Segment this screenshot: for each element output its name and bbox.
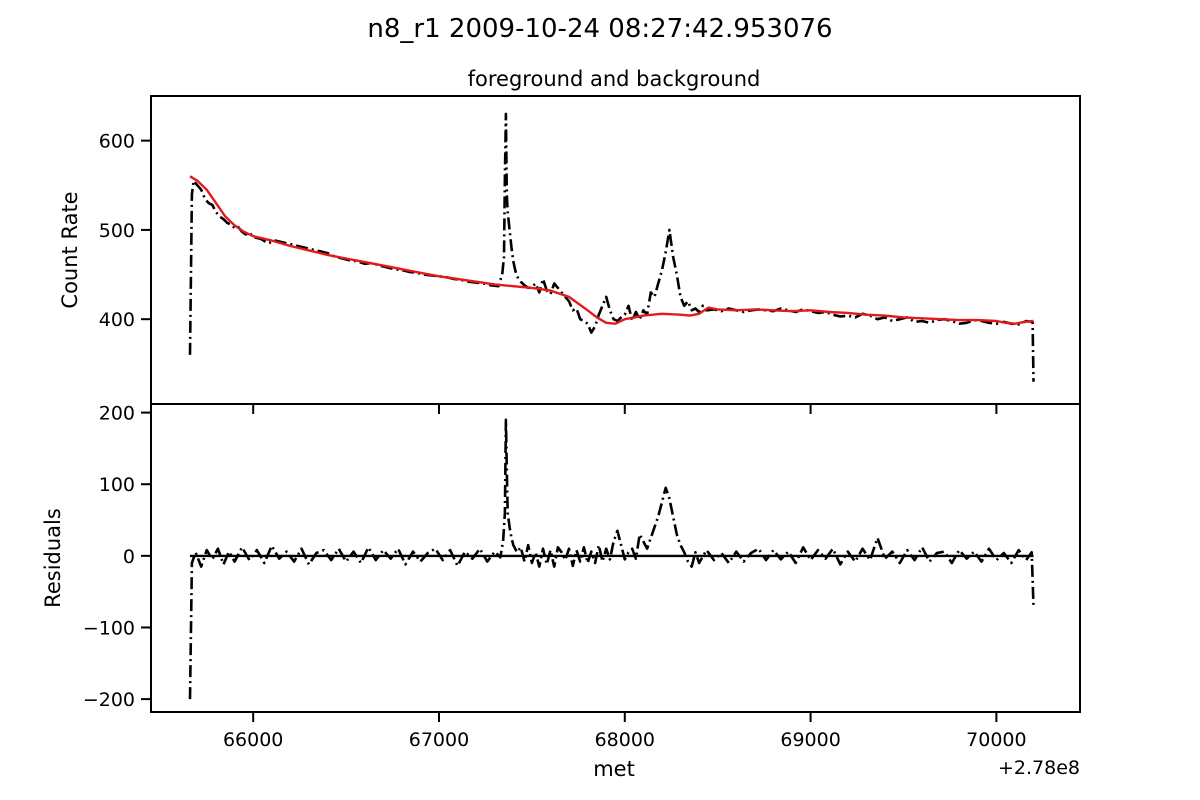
top-series-group xyxy=(188,112,1035,382)
top-y-ticks: 400 500 600 xyxy=(99,131,151,331)
bottom-y-axis-label: Residuals xyxy=(41,508,65,608)
bottom-y-tick-label: −100 xyxy=(83,617,135,639)
top-panel-title: foreground and background xyxy=(468,67,761,91)
bottom-series-group xyxy=(188,418,1035,700)
bottom-x-axis-label: met xyxy=(593,757,635,781)
bottom-plot-frame xyxy=(150,403,1081,713)
bottom-y-tick-label: −200 xyxy=(83,689,135,711)
top-series-line-1 xyxy=(189,175,1034,325)
x-offset-label: +2.78e8 xyxy=(998,757,1080,779)
figure-suptitle: n8_r1 2009-10-24 08:27:42.953076 xyxy=(367,14,832,44)
bottom-y-tick-label: 100 xyxy=(99,474,135,496)
bottom-y-ticks: −200 −100 0 100 200 xyxy=(83,403,151,711)
bottom-series-line-0 xyxy=(188,418,1035,700)
bottom-y-tick-label: 0 xyxy=(123,546,135,568)
bottom-panel: Residuals −200 −100 0 100 200 66000 67000 6800… xyxy=(41,403,1081,781)
bottom-x-tick-label: 69000 xyxy=(780,729,840,751)
top-y-tick-label: 400 xyxy=(99,309,135,331)
bottom-x-tick-label: 67000 xyxy=(409,729,469,751)
top-x-ticks xyxy=(252,404,998,414)
bottom-x-tick-label: 70000 xyxy=(966,729,1026,751)
bottom-x-tick-label: 68000 xyxy=(595,729,655,751)
bottom-y-tick-label: 200 xyxy=(99,403,135,425)
top-y-tick-label: 500 xyxy=(99,220,135,242)
top-y-tick-label: 600 xyxy=(99,131,135,153)
top-y-axis-label: Count Rate xyxy=(58,191,82,308)
bottom-x-ticks: 66000 67000 68000 69000 70000 xyxy=(223,712,1027,751)
bottom-x-tick-label: 66000 xyxy=(223,729,283,751)
top-series-line-0 xyxy=(188,112,1035,382)
